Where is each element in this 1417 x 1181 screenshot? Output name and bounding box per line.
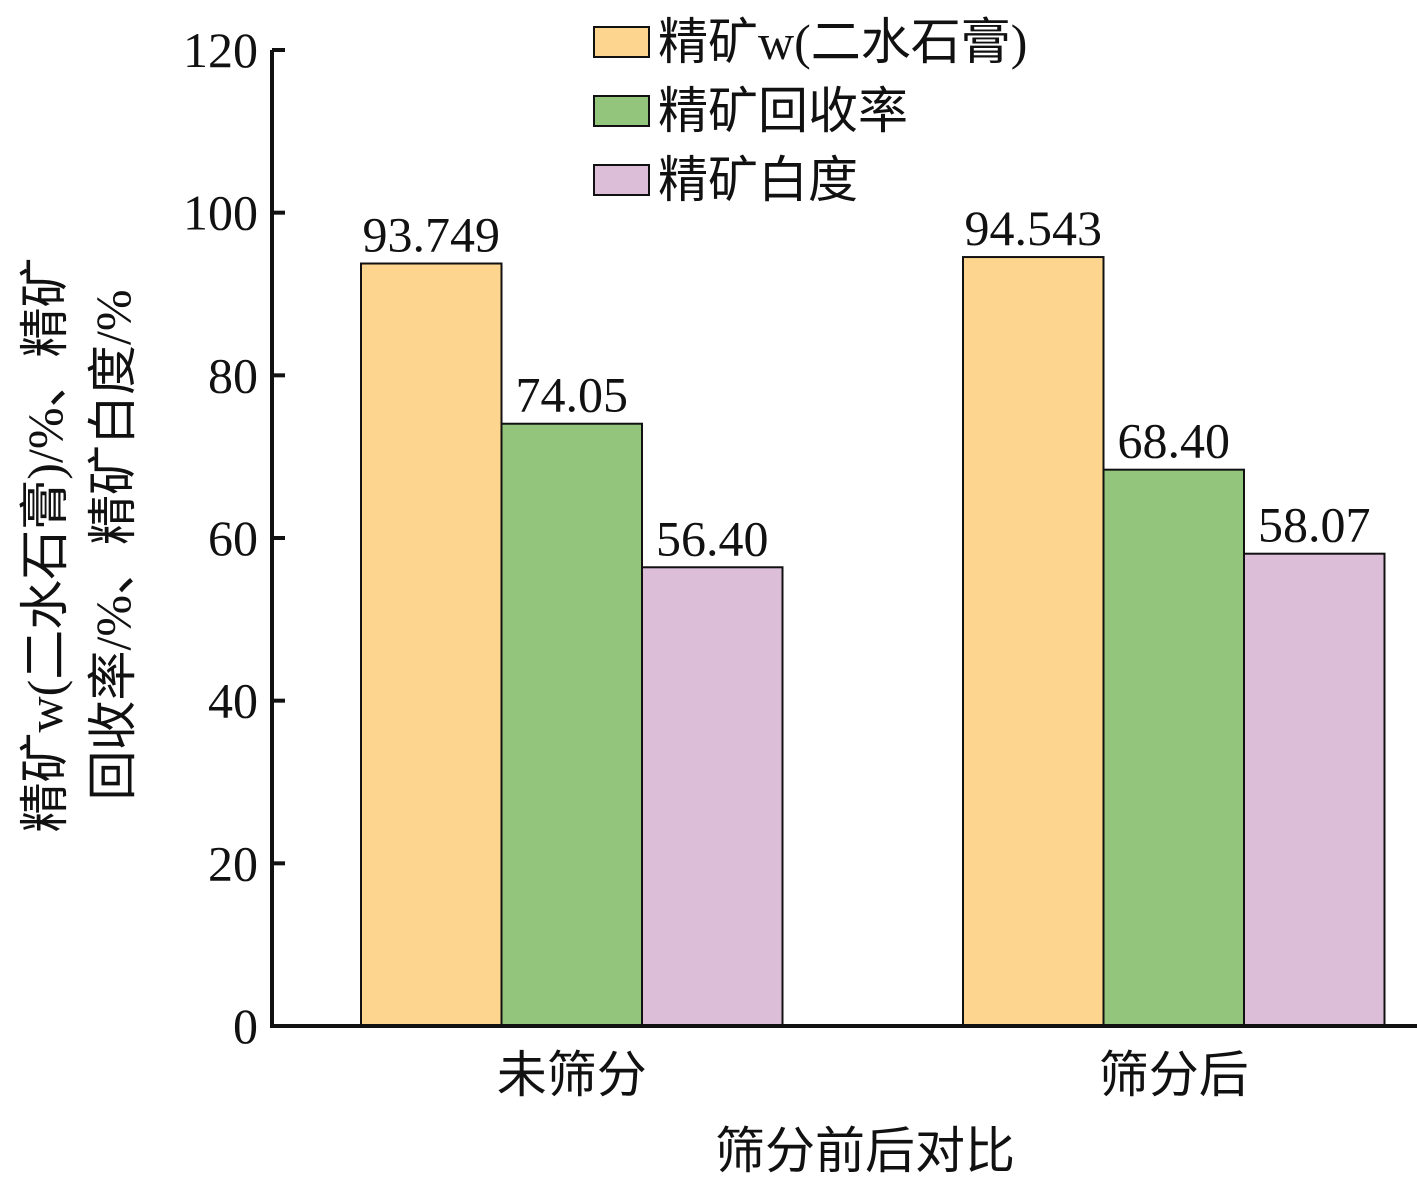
y-tick-label-80: 80: [208, 347, 258, 403]
data-labels-layer: 93.749 94.543 74.05 68.40 56.40 58.07: [363, 200, 1371, 566]
bar-2-1: [500, 422, 643, 1027]
category-label-1: 未筛分: [497, 1047, 647, 1103]
y-tick-label-100: 100: [183, 185, 258, 241]
y-tick-label-40: 40: [208, 673, 258, 729]
y-axis-title-line-1: 精矿w(二水石膏)/%、精矿: [17, 258, 73, 833]
legend-label-3: 精矿白度: [658, 152, 858, 208]
data-label-3-1: 56.40: [656, 510, 769, 566]
bar-3-1: [641, 566, 784, 1028]
bars-layer: [360, 256, 1386, 1028]
legend-label-2: 精矿回收率: [658, 83, 908, 139]
bar-1-1: [360, 262, 503, 1028]
legend-swatch-2: [593, 95, 650, 127]
data-label-1-1: 93.749: [363, 207, 501, 263]
y-axis-title-line-2: 回收率/%、精矿白度/%: [85, 289, 141, 800]
legend-swatch-1: [593, 26, 650, 58]
y-ticks-layer: 0 20 40 60 80 100 120: [183, 22, 285, 1054]
data-label-3-2: 58.07: [1258, 497, 1371, 553]
bar-3-2: [1243, 552, 1386, 1027]
data-label-1-2: 94.543: [965, 200, 1103, 256]
data-label-2-2: 68.40: [1118, 413, 1231, 469]
category-label-2: 筛分后: [1099, 1047, 1249, 1103]
y-axis-title: 精矿w(二水石膏)/%、精矿 回收率/%、精矿白度/%: [17, 258, 141, 833]
bar-1-2: [962, 256, 1105, 1027]
bar-2-2: [1102, 468, 1245, 1027]
legend-label-1: 精矿w(二水石膏): [658, 14, 1027, 70]
x-axis-title: 筛分前后对比: [715, 1123, 1015, 1179]
y-tick-label-0: 0: [233, 998, 258, 1054]
category-labels-layer: 未筛分 筛分后: [497, 1047, 1249, 1103]
data-label-2-1: 74.05: [516, 367, 629, 423]
y-tick-label-120: 120: [183, 22, 258, 78]
y-tick-label-20: 20: [208, 835, 258, 891]
y-tick-label-60: 60: [208, 510, 258, 566]
legend-swatch-3: [593, 164, 650, 196]
